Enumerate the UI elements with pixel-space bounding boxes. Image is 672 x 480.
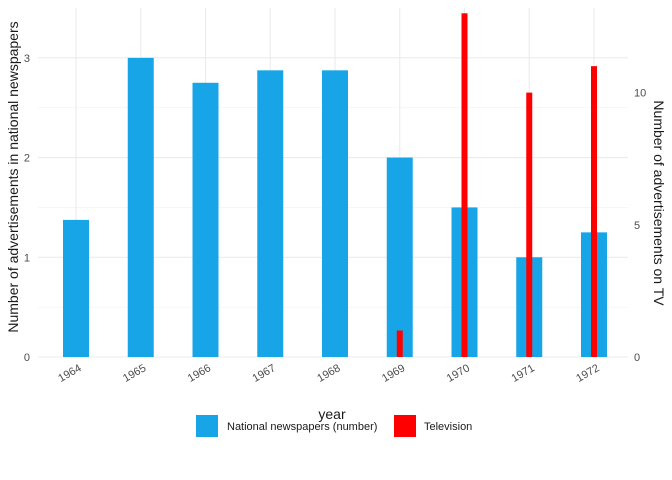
bar-newspapers-1966 (193, 83, 219, 357)
bar-television-1969 (397, 331, 403, 357)
x-tick-label: 1966 (186, 362, 213, 385)
x-tick-label: 1967 (251, 362, 278, 385)
legend-key-television (394, 415, 416, 437)
y-right-tick-label: 0 (634, 352, 640, 364)
bar-television-1971 (526, 93, 532, 357)
y-axis-right-title: Number of advertisements on TV (651, 100, 667, 306)
bar-newspapers-1969 (387, 158, 413, 357)
bar-television-1972 (591, 66, 597, 357)
y-right-tick-label: 10 (634, 88, 646, 100)
legend-label-television: Television (424, 421, 472, 433)
bar-newspapers-1967 (257, 70, 283, 357)
x-tick-label: 1972 (574, 362, 601, 385)
y-left-tick-label: 2 (24, 153, 30, 165)
y-right-tick-label: 5 (634, 220, 640, 232)
x-tick-label: 1964 (56, 362, 83, 385)
x-axis-title: year (318, 406, 346, 422)
bar-newspapers-1968 (322, 70, 348, 357)
x-tick-label: 1965 (121, 362, 148, 385)
x-tick-label: 1970 (445, 362, 472, 385)
x-tick-label: 1968 (315, 362, 342, 385)
y-left-tick-label: 0 (24, 352, 30, 364)
bar-newspapers-1965 (128, 58, 154, 357)
bar-television-1970 (462, 13, 468, 357)
x-tick-label: 1969 (380, 362, 407, 385)
bar-newspapers-1964 (63, 220, 89, 357)
x-tick-label: 1971 (510, 362, 537, 385)
y-left-tick-label: 3 (24, 53, 30, 65)
y-axis-left-title: Number of advertisements in national new… (5, 21, 21, 332)
legend-key-newspapers (196, 415, 218, 437)
legend-label-newspapers: National newspapers (number) (227, 421, 377, 433)
y-left-tick-label: 1 (24, 252, 30, 264)
